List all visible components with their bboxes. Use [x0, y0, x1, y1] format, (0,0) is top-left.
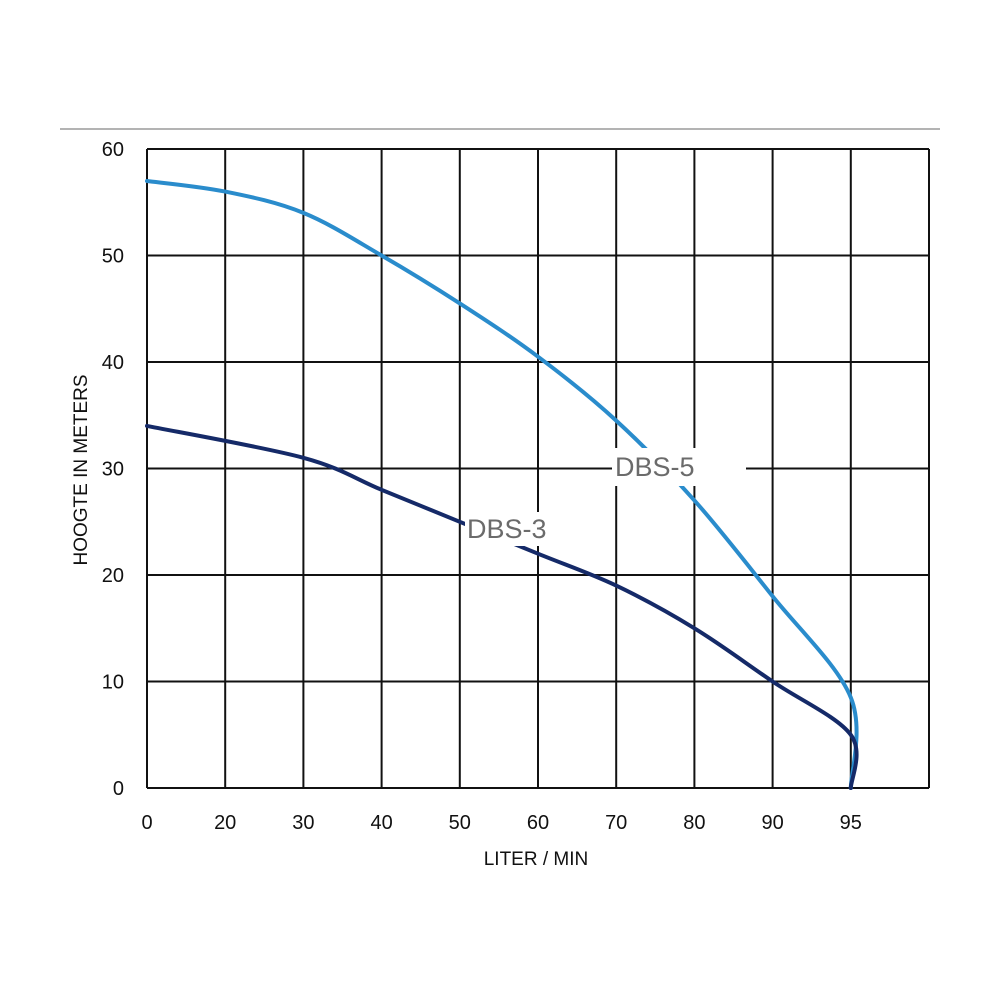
- x-tick-label: 80: [683, 812, 705, 834]
- x-tick-label: 30: [292, 812, 314, 834]
- series-label-dbs5: DBS-5: [615, 452, 695, 482]
- horizontal-gridlines: [147, 148, 929, 789]
- y-tick-label: 40: [102, 352, 124, 374]
- x-tick-label: 40: [370, 812, 392, 834]
- series-line-dbs3: [145, 423, 859, 790]
- x-axis-title: LITER / MIN: [484, 849, 589, 870]
- x-tick-label: 70: [605, 812, 627, 834]
- x-tick-label: 20: [214, 812, 236, 834]
- series-lines: [145, 179, 859, 790]
- y-tick-label: 0: [113, 778, 124, 800]
- y-tick-label: 20: [102, 565, 124, 587]
- y-tick-label: 60: [102, 139, 124, 161]
- y-tick-label: 10: [102, 672, 124, 694]
- y-tick-label: 50: [102, 246, 124, 268]
- x-tick-label: 50: [449, 812, 471, 834]
- x-tick-label: 60: [527, 812, 549, 834]
- x-tick-label: 0: [141, 812, 152, 834]
- y-tick-labels: 0 10 20 30 40 50 60: [102, 139, 124, 800]
- label-mask-dbs5: [612, 448, 746, 486]
- y-tick-label: 30: [102, 459, 124, 481]
- x-tick-label: 90: [761, 812, 783, 834]
- y-axis-title: HOOGTE IN METERS: [71, 374, 92, 565]
- series-line-dbs5: [145, 179, 859, 790]
- x-tick-labels: 0 20 30 40 50 60 70 80 90 95: [141, 812, 861, 834]
- series-label-dbs3: DBS-3: [467, 514, 547, 544]
- x-tick-label: 95: [840, 812, 862, 834]
- label-mask-dbs3: [465, 512, 551, 546]
